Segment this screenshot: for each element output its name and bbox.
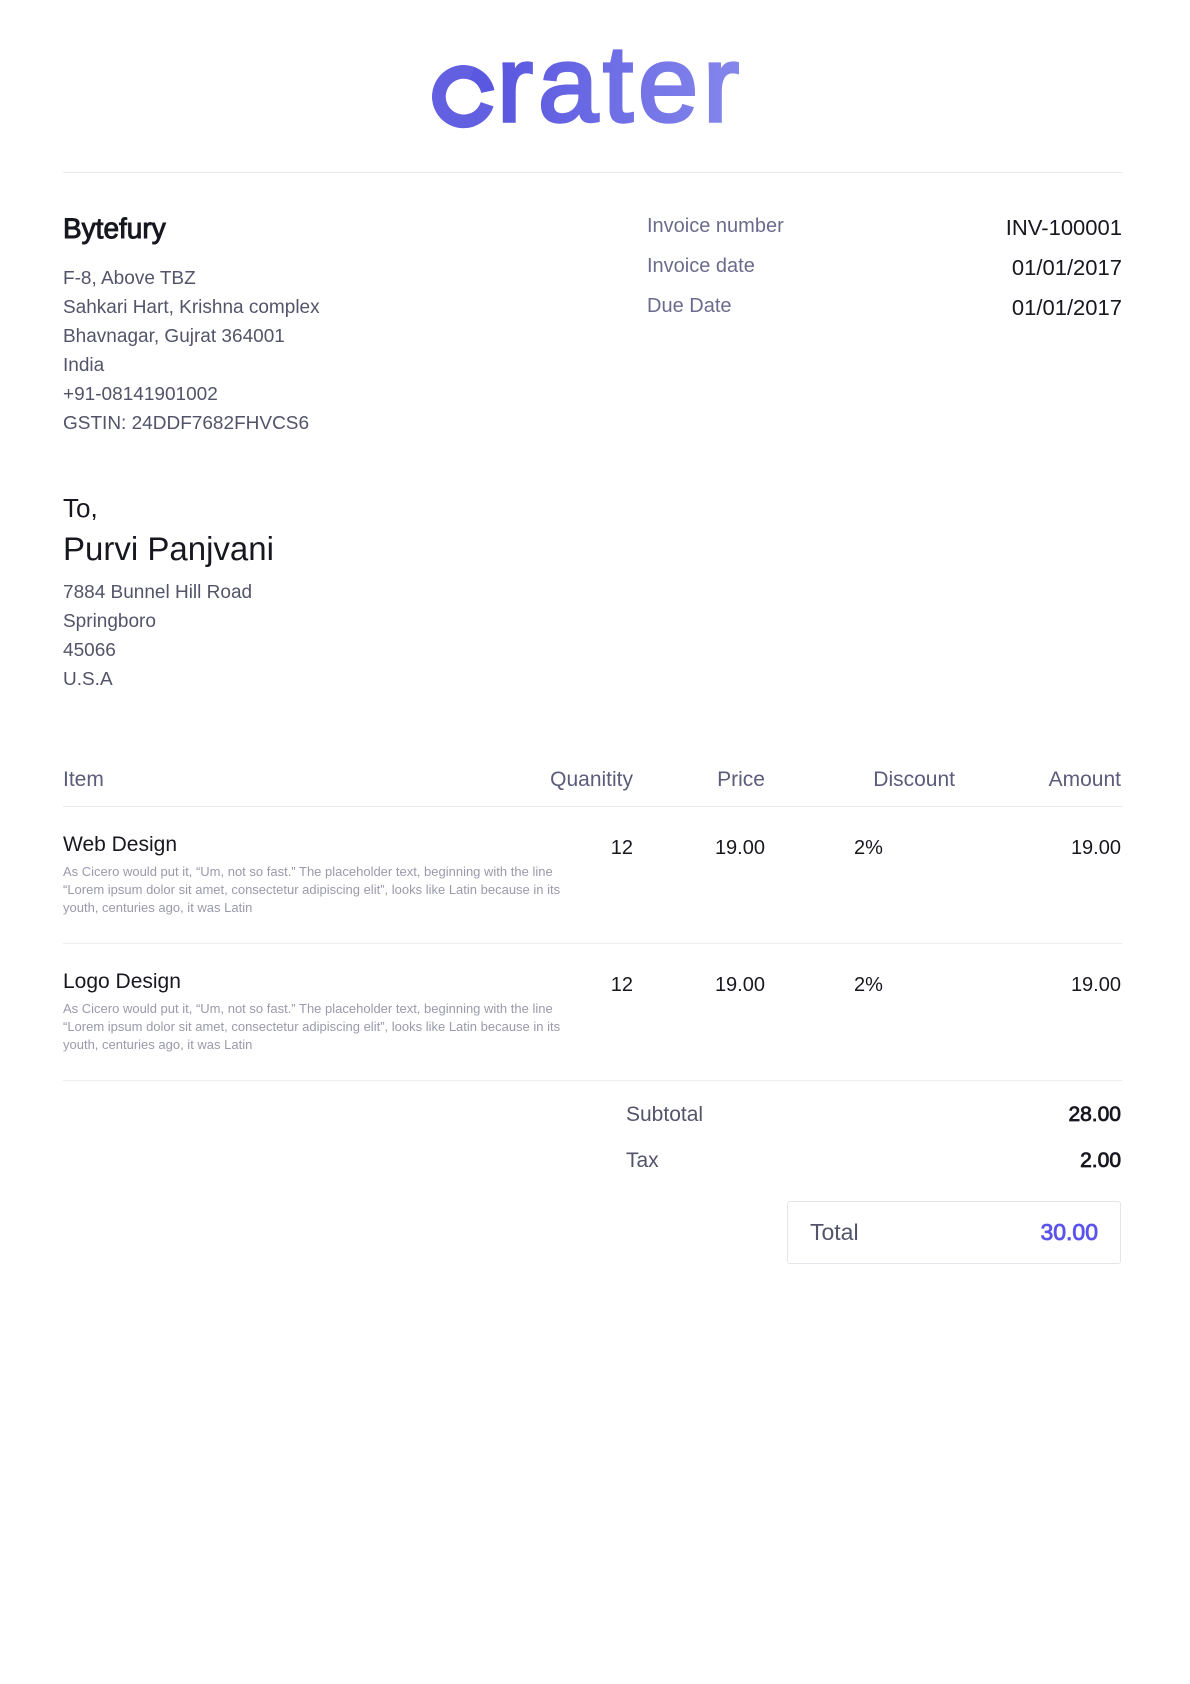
svg-text:rater: rater [497, 48, 744, 144]
